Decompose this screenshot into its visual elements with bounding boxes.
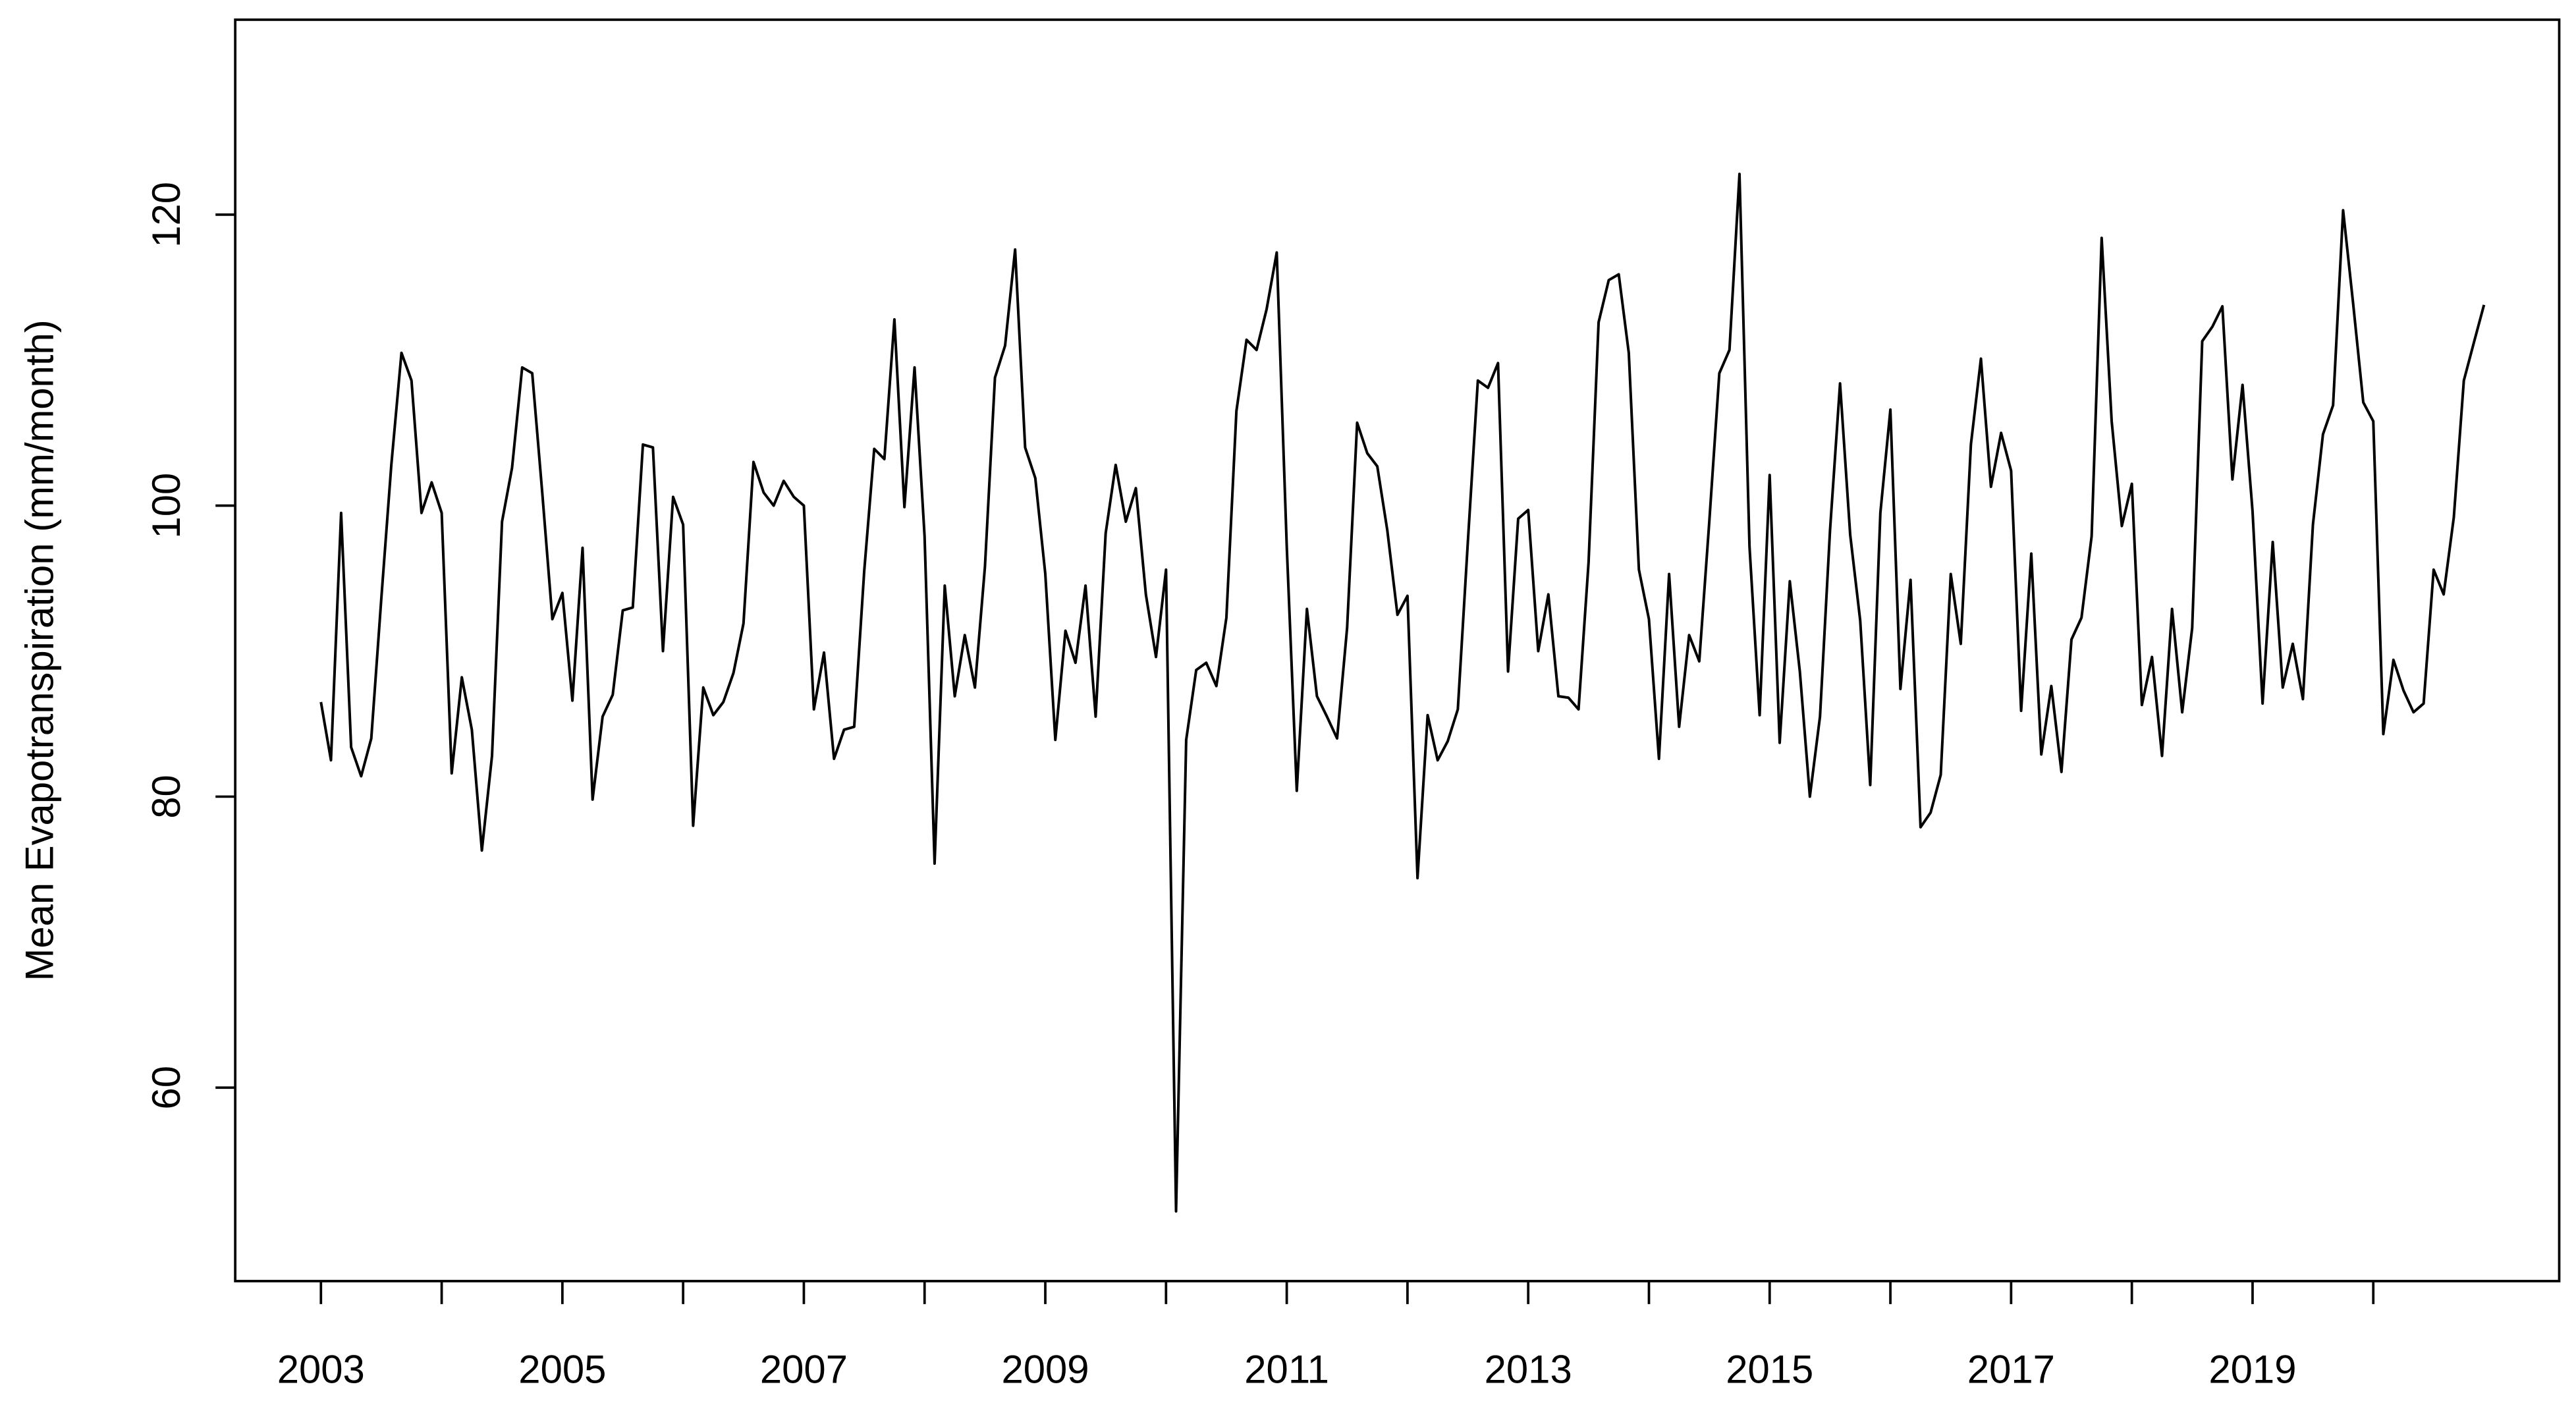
x-tick-label: 2015 <box>1726 1348 1813 1392</box>
x-tick-label: 2007 <box>760 1348 848 1392</box>
x-tick-label: 2011 <box>1244 1348 1329 1392</box>
x-tick-label: 2009 <box>1001 1348 1089 1392</box>
plot-frame <box>234 18 2561 1282</box>
y-tick-label: 120 <box>144 182 188 248</box>
y-tick-label: 60 <box>144 1066 188 1110</box>
x-tick-label: 2003 <box>277 1348 365 1392</box>
y-tick-label: 100 <box>144 473 188 539</box>
x-tick-label: 2005 <box>518 1348 606 1392</box>
y-tick-label: 80 <box>144 775 188 819</box>
data-line <box>319 173 2486 1213</box>
x-tick-label: 2017 <box>1967 1348 2055 1392</box>
x-tick-label: 2019 <box>2208 1348 2296 1392</box>
x-tick-label: 2013 <box>1485 1348 1572 1392</box>
y-axis-label: Mean Evapotranspiration (mm/month) <box>17 319 61 981</box>
